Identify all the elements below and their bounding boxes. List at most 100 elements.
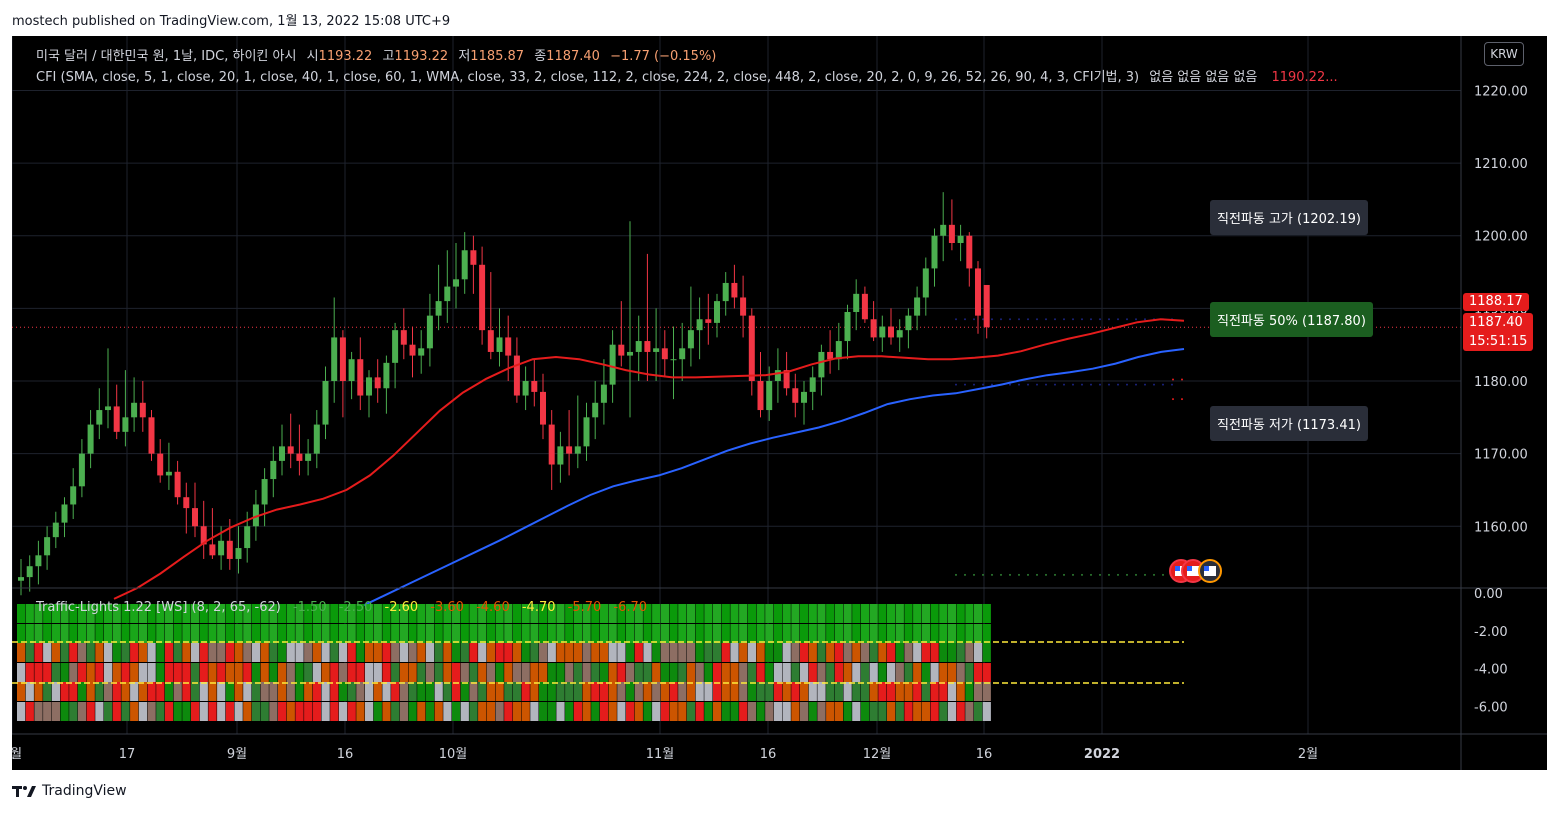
tl-cell [269,682,278,701]
tl-cell [843,643,852,662]
tl-cell [721,702,730,721]
tl-cell [530,682,539,701]
tl-cell [678,663,687,682]
candle [957,224,964,262]
wave-dotted-level [1036,318,1038,321]
tl-cell [164,663,174,682]
tl-cell [260,643,269,662]
tl-cell [460,624,469,643]
tl-cell [243,604,252,623]
tl-cell [904,702,913,721]
tl-cell [956,604,965,623]
tl-cell [808,604,817,623]
tl-cell [974,702,983,721]
tl-value-5: -4.60 [476,600,510,615]
tl-cell [121,624,130,643]
candle [801,381,807,425]
tl-cell [138,663,147,682]
candle [627,221,633,418]
tl-cell [504,604,513,623]
tl-cell [434,624,443,643]
tl-cell [478,682,487,701]
tl-cell [512,643,522,662]
tl-cell [930,682,939,701]
candle-body [566,446,573,454]
tl-cell [225,624,234,643]
tl-cell [634,643,643,662]
currency-button[interactable]: KRW [1484,42,1524,66]
tl-cell [269,702,278,721]
tl-cell [895,702,904,721]
candle-body [270,460,277,480]
candle-body [409,344,416,356]
candle [235,526,242,574]
tl-cell [469,682,478,701]
tl-cell [434,682,443,701]
tl-cell [356,682,365,701]
wma-line-blue [361,348,1185,608]
tl-cell [930,702,939,721]
tl-cell [112,643,121,662]
tl-cell [652,643,661,662]
tl-cell [678,604,687,623]
time-tick-label: 17 [119,747,136,762]
chart-frame[interactable]: 1220.001210.001200.001190.001180.001170.… [12,36,1547,770]
tl-cell [34,663,43,682]
tl-cell [469,624,478,643]
tl-cell [843,604,852,623]
tl-cell [86,604,95,623]
us-flag-icon[interactable] [1198,559,1222,583]
tl-cell [269,643,278,662]
tl-cell [765,643,774,662]
tl-cell [947,682,957,701]
tl-cell [443,624,452,643]
tl-cell [199,682,208,701]
tl-cell [773,624,783,643]
candle-body [26,566,33,578]
tl-cell [713,702,722,721]
tl-cell [634,682,643,701]
wave-dotted-level [1108,318,1110,321]
tl-cell [939,643,948,662]
tl-cell [852,663,861,682]
tl-cell [869,663,878,682]
candle-body [522,381,529,396]
tl-cell [669,663,678,682]
candle-body [653,348,660,352]
candle-body [879,326,886,338]
candle-body [426,315,433,349]
tl-cell [530,663,539,682]
tl-cell [965,702,974,721]
tl-cell [582,702,591,721]
candle [740,275,747,338]
candle [479,246,486,345]
tl-cell [260,604,269,623]
chart-canvas[interactable]: 1220.001210.001200.001190.001180.001170.… [12,36,1547,770]
tl-cell [869,643,878,662]
candle [183,482,190,534]
tl-cell [547,702,556,721]
candle [18,558,24,596]
tl-cell [921,702,930,721]
tl-cell [626,663,635,682]
tl-cell [460,604,469,623]
candle [165,442,172,490]
tl-cell [791,663,800,682]
tl-cell [956,682,965,701]
tl-cell [460,643,469,662]
tl-cell [860,702,870,721]
candle-body [687,330,694,349]
tl-cell [69,643,78,662]
tl-cell [304,663,313,682]
close-label: 종 [534,49,547,64]
candle [513,337,520,403]
candles [18,192,990,596]
wave-dotted-level [1126,383,1128,386]
tl-cell [286,604,295,623]
tl-value-7: -5.70 [567,600,602,615]
economic-event-flags[interactable] [1167,556,1227,586]
candle [339,330,346,418]
tl-cell [225,682,234,701]
candle [331,297,338,403]
tl-cell [939,702,948,721]
